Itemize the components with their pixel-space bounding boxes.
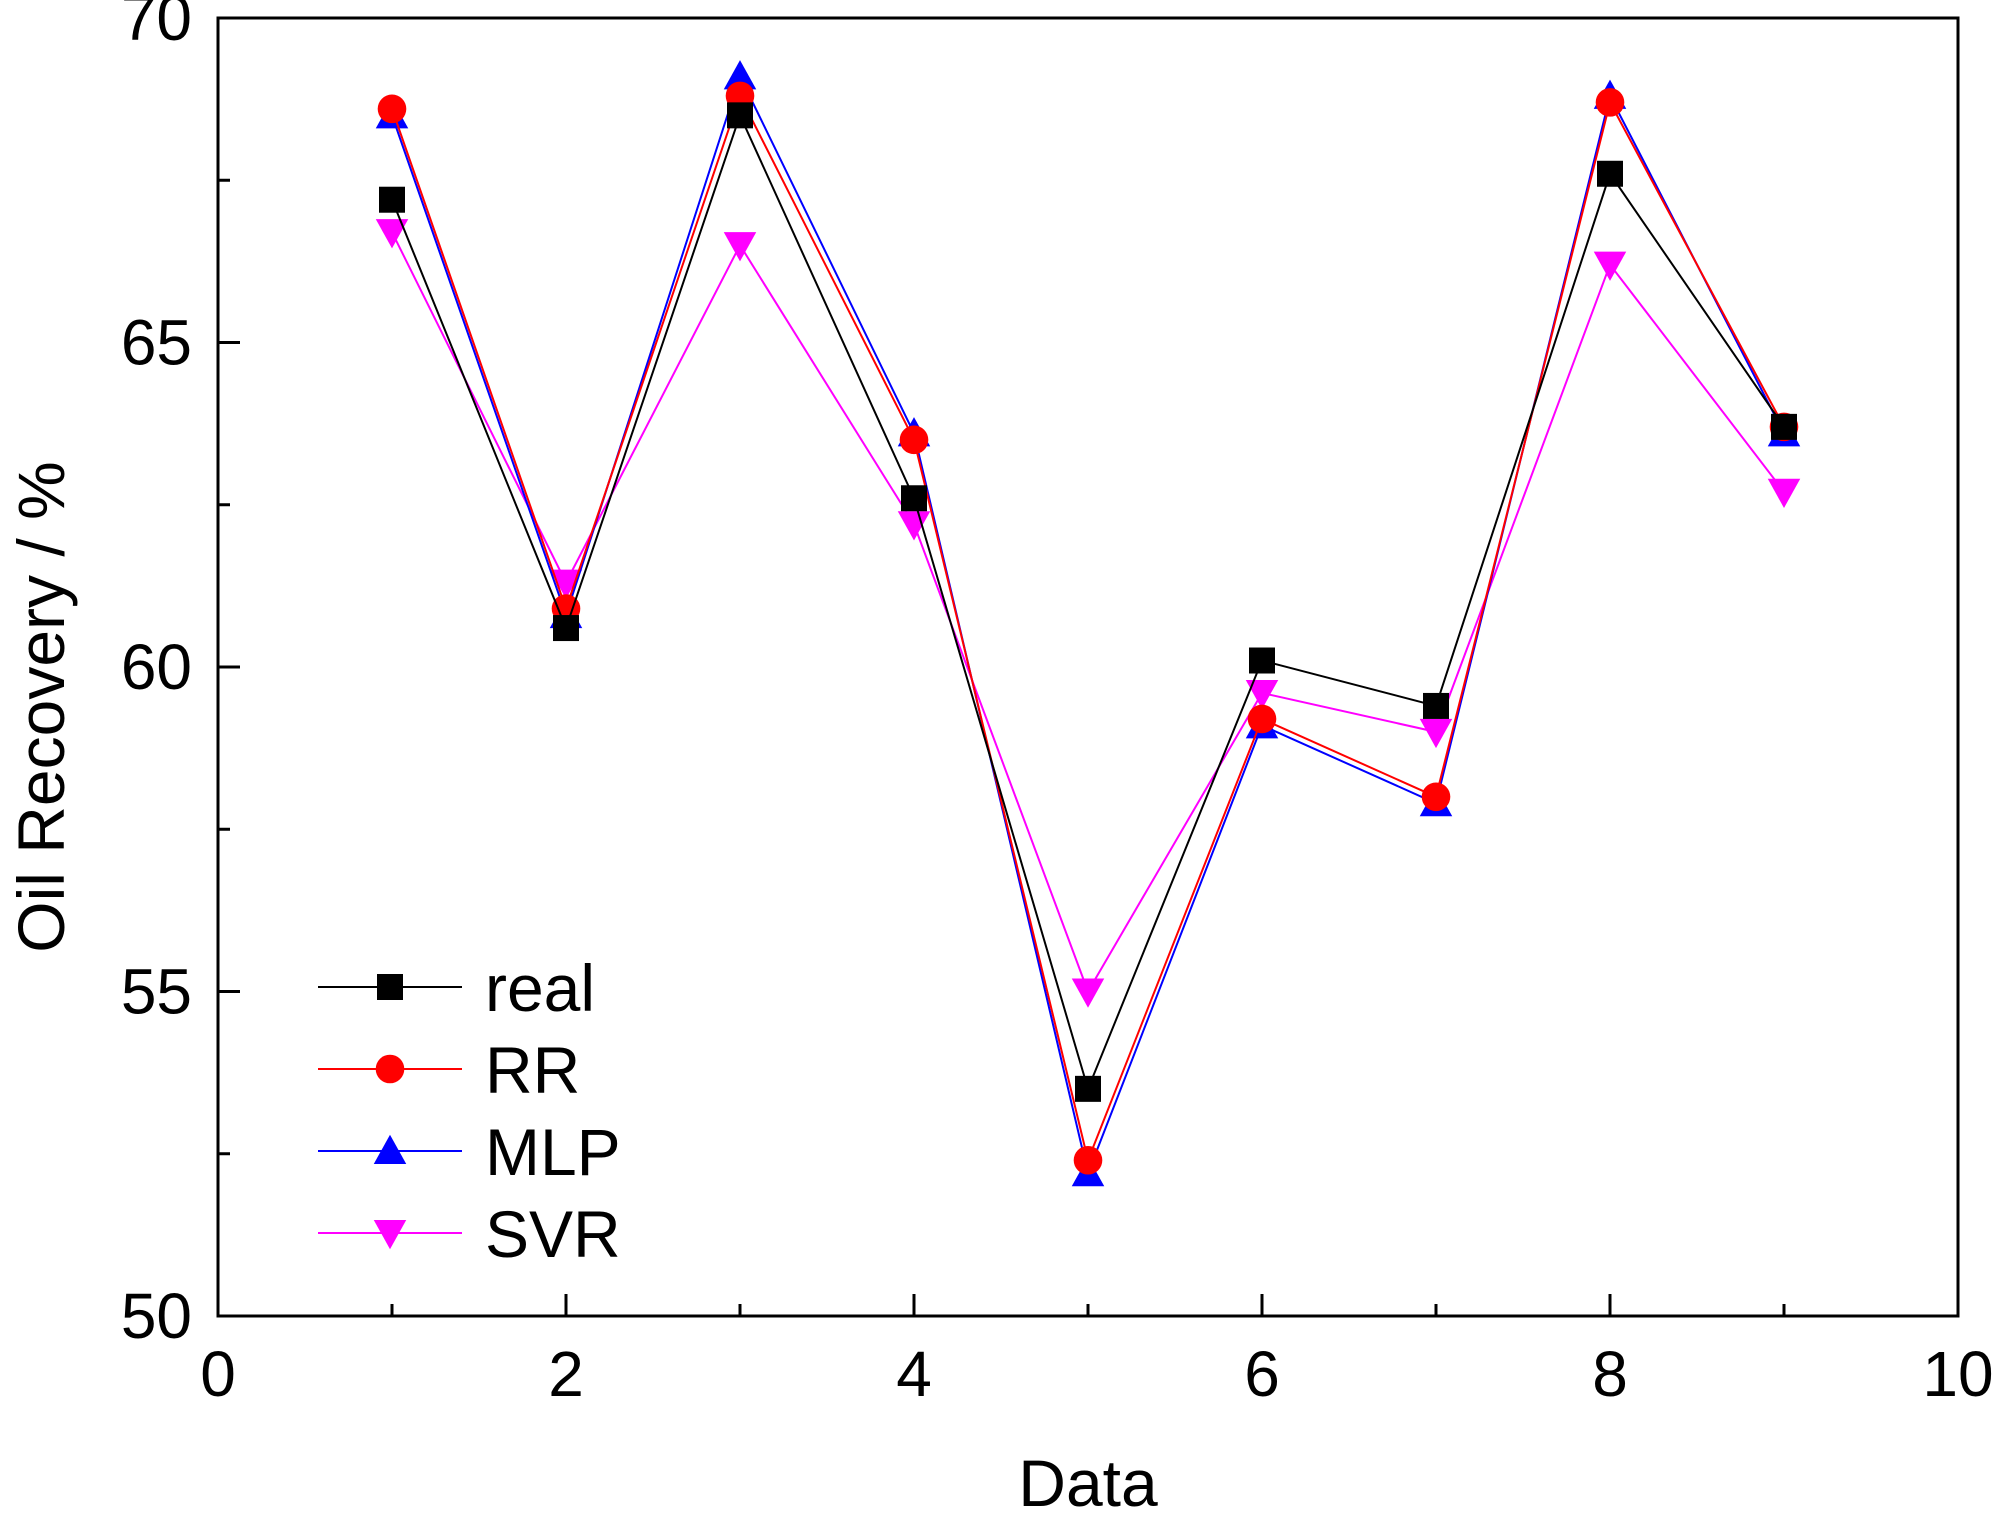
data-point-svr: [897, 511, 931, 541]
legend-marker: [373, 1220, 407, 1250]
series-real: [379, 102, 1797, 1102]
x-tick-label: 0: [200, 1338, 236, 1410]
x-tick-label: 8: [1592, 1338, 1628, 1410]
series-rr: [377, 81, 1799, 1175]
data-point-svr: [1245, 679, 1279, 710]
x-tick-label: 10: [1922, 1338, 1993, 1410]
data-point-real: [1249, 647, 1275, 674]
data-point-svr: [723, 232, 757, 262]
data-point-rr: [1421, 782, 1451, 812]
data-point-svr: [549, 569, 583, 599]
data-point-real: [553, 615, 579, 642]
legend-marker: [375, 1054, 405, 1084]
legend: real RR MLP SVR: [318, 951, 621, 1271]
y-tick-label: 60: [121, 631, 192, 703]
y-tick-label: 70: [121, 0, 192, 54]
legend-label: SVR: [485, 1197, 621, 1271]
x-tick-label: 2: [548, 1338, 584, 1410]
legend-item-svr: SVR: [318, 1197, 621, 1271]
y-tick-label: 55: [121, 956, 192, 1028]
y-axis-title: Oil Recovery / %: [4, 461, 78, 952]
data-point-svr: [1071, 978, 1105, 1008]
x-tick-label: 4: [896, 1338, 932, 1410]
data-point-real: [1423, 692, 1449, 719]
x-tick-label: 6: [1244, 1338, 1280, 1410]
y-tick-label: 50: [121, 1280, 192, 1352]
legend-item-rr: RR: [318, 1033, 580, 1107]
legend-item-real: real: [318, 951, 595, 1025]
legend-label: MLP: [485, 1115, 621, 1189]
data-point-rr: [377, 94, 407, 124]
legend-item-mlp: MLP: [318, 1115, 621, 1189]
y-tick-label: 65: [121, 307, 192, 379]
data-point-real: [727, 102, 753, 129]
data-point-real: [379, 186, 405, 213]
series-layer: [375, 60, 1801, 1187]
data-point-svr: [1593, 251, 1627, 281]
data-point-svr: [1767, 478, 1801, 509]
data-point-svr: [1419, 718, 1453, 749]
data-point-real: [1075, 1075, 1101, 1102]
legend-label: real: [485, 951, 595, 1025]
data-point-real: [1597, 160, 1623, 187]
legend-marker: [377, 974, 403, 1000]
series-svr: [375, 219, 1801, 1008]
legend-marker: [373, 1134, 407, 1164]
data-point-rr: [899, 425, 929, 455]
data-point-svr: [375, 219, 409, 249]
legend-label: RR: [485, 1033, 580, 1107]
data-point-real: [1771, 413, 1797, 440]
data-point-mlp: [723, 60, 757, 90]
axes-layer: 0 2 4 6 8 10 50 55 60 65 70: [121, 0, 1994, 1410]
data-point-rr: [1595, 88, 1625, 117]
x-axis-title: Data: [1018, 1446, 1158, 1520]
data-point-rr: [1247, 704, 1277, 734]
data-point-rr: [1073, 1145, 1103, 1175]
data-point-real: [901, 485, 927, 512]
